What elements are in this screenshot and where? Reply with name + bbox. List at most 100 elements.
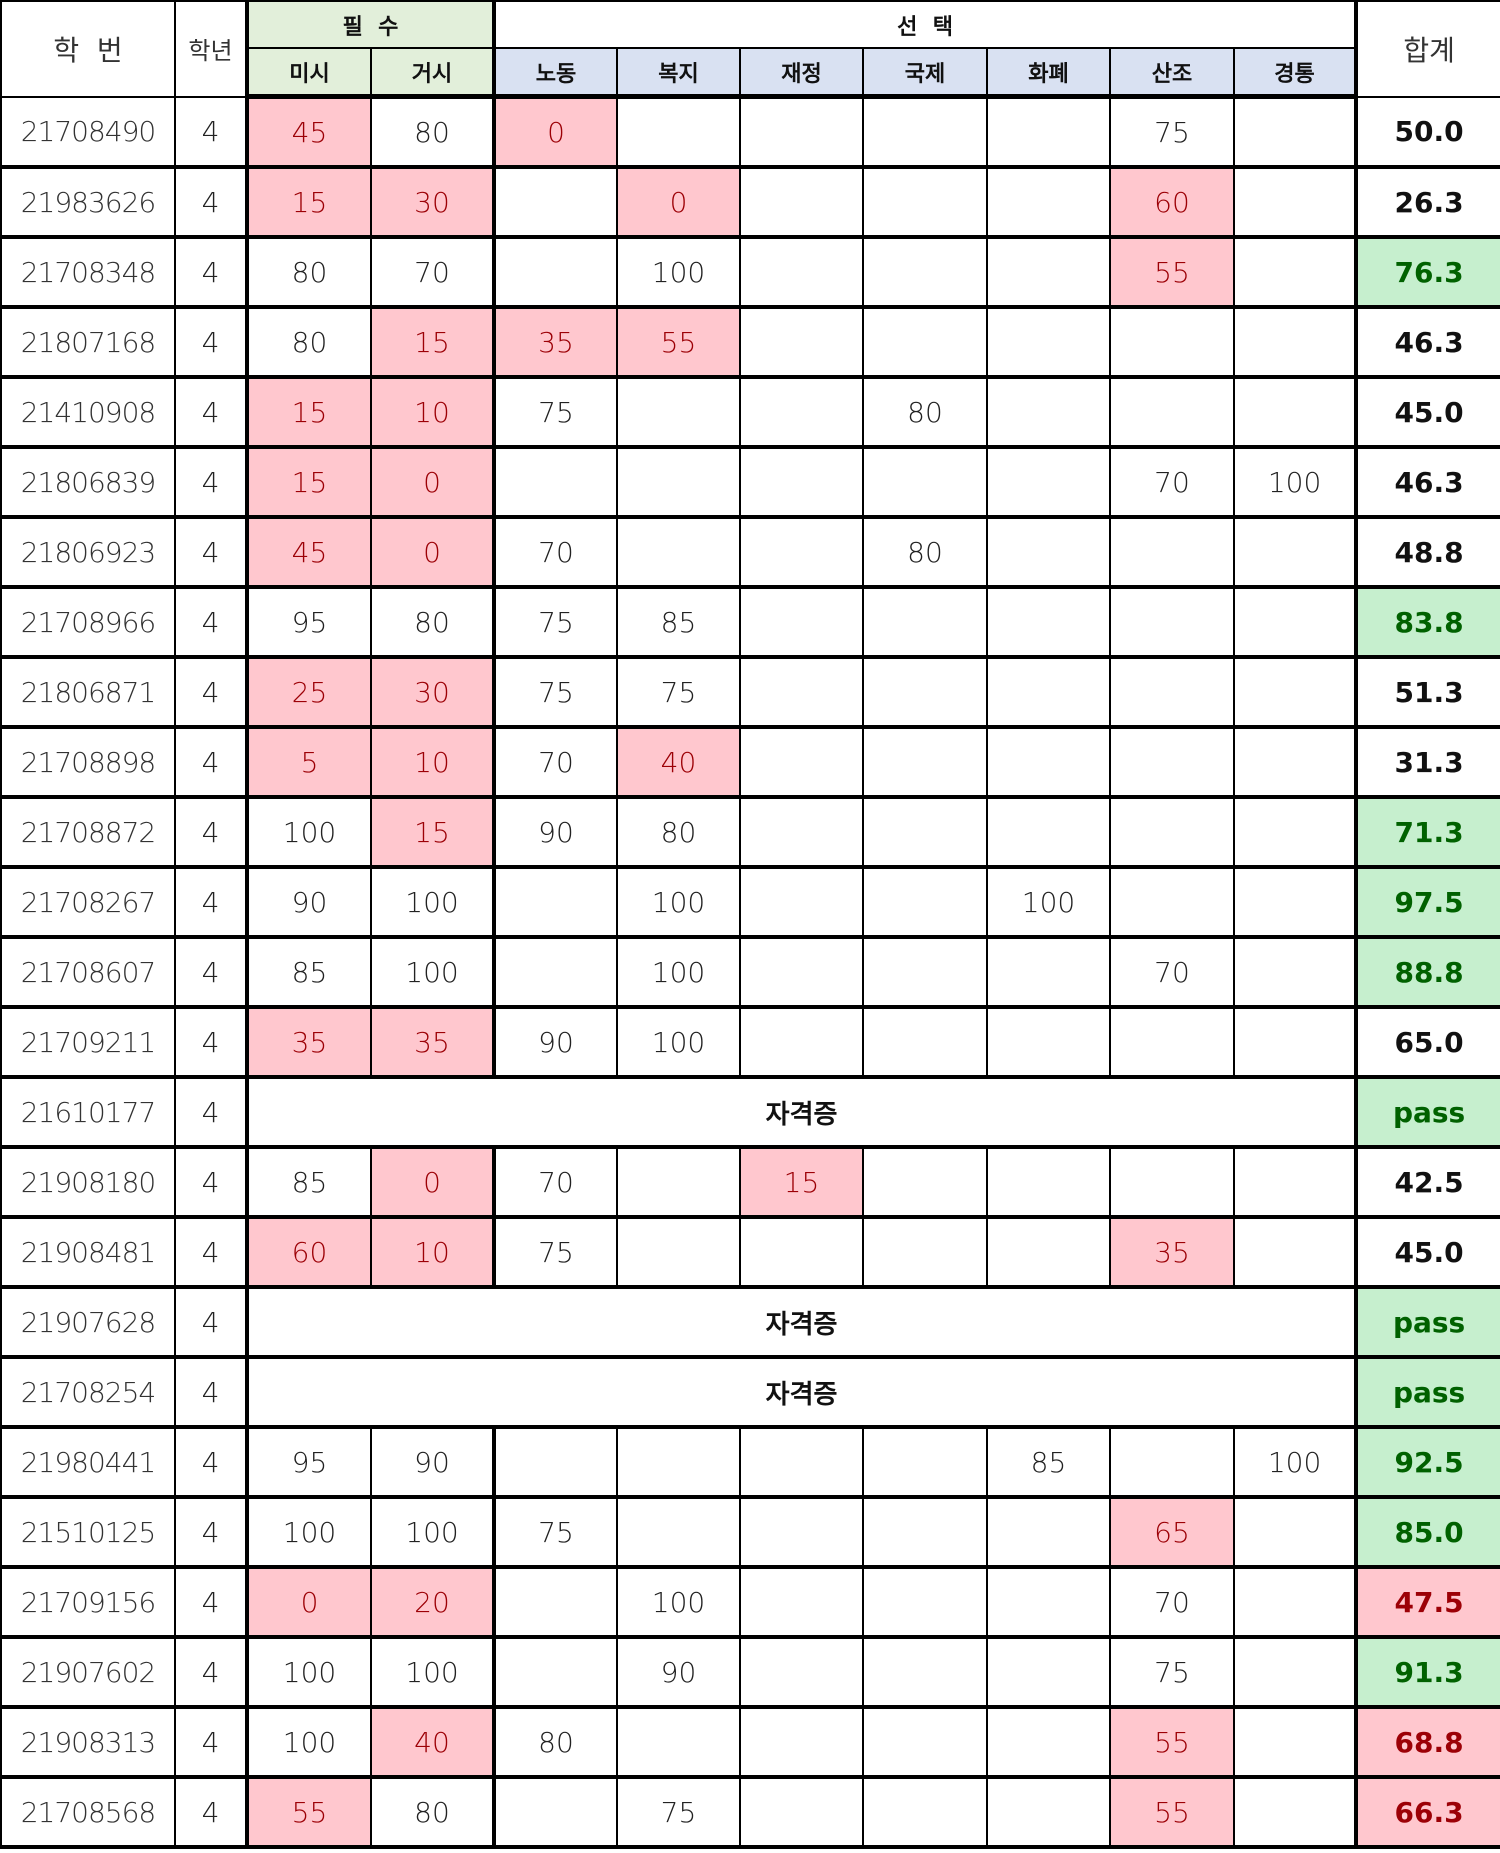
score-cell: 10 xyxy=(370,1216,495,1289)
score-cell xyxy=(1109,796,1235,869)
score-cell xyxy=(862,1146,988,1219)
score-cell xyxy=(986,586,1111,659)
total-cell: 42.5 xyxy=(1354,1146,1500,1219)
score-cell: 35 xyxy=(492,306,618,379)
grade-cell: 4 xyxy=(174,95,248,169)
certificate-cell: 자격증 xyxy=(244,1076,1358,1149)
table-row: 21708490 4 45 80 0 75 50.0 xyxy=(0,95,1500,169)
grade-cell: 4 xyxy=(174,166,248,239)
score-cell: 80 xyxy=(492,1706,618,1779)
grade-cell: 4 xyxy=(174,1426,248,1499)
score-cell: 100 xyxy=(370,1636,495,1709)
score-cell xyxy=(492,1636,618,1709)
score-cell xyxy=(1232,1216,1358,1289)
student-id-cell: 21610177 xyxy=(0,1076,176,1149)
score-cell xyxy=(1232,1496,1358,1569)
score-cell xyxy=(986,376,1111,449)
score-cell xyxy=(986,726,1111,799)
score-cell xyxy=(862,796,988,869)
total-cell: 92.5 xyxy=(1354,1426,1500,1499)
student-id-cell: 21708348 xyxy=(0,236,176,309)
score-cell: 70 xyxy=(1109,936,1235,1009)
grade-cell: 4 xyxy=(174,1216,248,1289)
grade-cell: 4 xyxy=(174,1356,248,1429)
score-cell xyxy=(986,1216,1111,1289)
table-row: 21983626 4 15 30 0 60 26.3 xyxy=(0,166,1500,239)
score-cell xyxy=(739,726,864,799)
score-cell xyxy=(986,1566,1111,1639)
score-cell xyxy=(1232,1566,1358,1639)
student-id-cell: 21708966 xyxy=(0,586,176,659)
score-cell: 70 xyxy=(492,516,618,589)
score-cell xyxy=(986,446,1111,519)
table-row: 21410908 4 15 10 75 80 45.0 xyxy=(0,376,1500,449)
score-cell: 100 xyxy=(245,1706,372,1779)
grade-cell: 4 xyxy=(174,1076,248,1149)
score-cell: 100 xyxy=(370,1496,495,1569)
score-cell xyxy=(1232,95,1358,169)
grade-cell: 4 xyxy=(174,1146,248,1219)
score-cell xyxy=(1232,1006,1358,1079)
total-cell: 66.3 xyxy=(1354,1776,1500,1849)
score-cell: 100 xyxy=(616,936,741,1009)
score-cell xyxy=(862,1216,988,1289)
score-cell: 20 xyxy=(370,1566,495,1639)
score-cell xyxy=(739,656,864,729)
table-row: 21807168 4 80 15 35 55 46.3 xyxy=(0,306,1500,379)
student-id-cell: 21907602 xyxy=(0,1636,176,1709)
score-cell xyxy=(862,1706,988,1779)
score-cell xyxy=(1109,1426,1235,1499)
score-cell: 35 xyxy=(245,1006,372,1079)
header-total: 합계 xyxy=(1354,0,1500,98)
score-cell xyxy=(1109,516,1235,589)
student-id-cell: 21907628 xyxy=(0,1286,176,1359)
score-cell: 70 xyxy=(492,1146,618,1219)
score-cell: 15 xyxy=(245,166,372,239)
score-cell: 75 xyxy=(616,1776,741,1849)
score-cell: 70 xyxy=(370,236,495,309)
score-cell: 85 xyxy=(986,1426,1111,1499)
score-cell xyxy=(739,1706,864,1779)
score-cell xyxy=(986,1776,1111,1849)
score-cell xyxy=(1232,866,1358,939)
score-cell xyxy=(986,1496,1111,1569)
score-cell xyxy=(986,166,1111,239)
total-cell: 48.8 xyxy=(1354,516,1500,589)
student-id-cell: 21908313 xyxy=(0,1706,176,1779)
score-cell xyxy=(862,1426,988,1499)
score-cell: 95 xyxy=(245,1426,372,1499)
total-cell: 83.8 xyxy=(1354,586,1500,659)
score-cell xyxy=(739,516,864,589)
score-cell xyxy=(1232,1146,1358,1219)
score-cell: 100 xyxy=(1232,446,1358,519)
grade-cell: 4 xyxy=(174,796,248,869)
score-cell xyxy=(1109,586,1235,659)
score-cell: 100 xyxy=(245,1496,372,1569)
total-cell: 50.0 xyxy=(1354,95,1500,169)
grade-cell: 4 xyxy=(174,1496,248,1569)
score-cell xyxy=(862,866,988,939)
table-row: 21907602 4 100 100 90 75 91.3 xyxy=(0,1636,1500,1709)
score-cell: 90 xyxy=(492,796,618,869)
table-header: 학 번 학년 필 수 선 택 합계 미시 거시 노동 복지 재정 국제 화폐 산조 경통 xyxy=(0,0,1500,99)
score-cell: 40 xyxy=(370,1706,495,1779)
grade-cell: 4 xyxy=(174,1776,248,1849)
score-cell: 40 xyxy=(616,726,741,799)
score-cell xyxy=(616,1706,741,1779)
score-cell xyxy=(492,1776,618,1849)
score-cell xyxy=(1109,376,1235,449)
score-cell: 0 xyxy=(245,1566,372,1639)
score-cell: 0 xyxy=(370,516,495,589)
score-cell: 70 xyxy=(492,726,618,799)
score-cell: 75 xyxy=(492,1216,618,1289)
score-cell xyxy=(739,1566,864,1639)
header-subject-국제: 국제 xyxy=(862,47,988,99)
score-cell: 15 xyxy=(370,306,495,379)
score-cell: 60 xyxy=(245,1216,372,1289)
student-id-cell: 21980441 xyxy=(0,1426,176,1499)
score-cell xyxy=(492,446,618,519)
score-cell: 80 xyxy=(862,376,988,449)
student-id-cell: 21708267 xyxy=(0,866,176,939)
score-cell: 100 xyxy=(616,236,741,309)
grade-cell: 4 xyxy=(174,1706,248,1779)
